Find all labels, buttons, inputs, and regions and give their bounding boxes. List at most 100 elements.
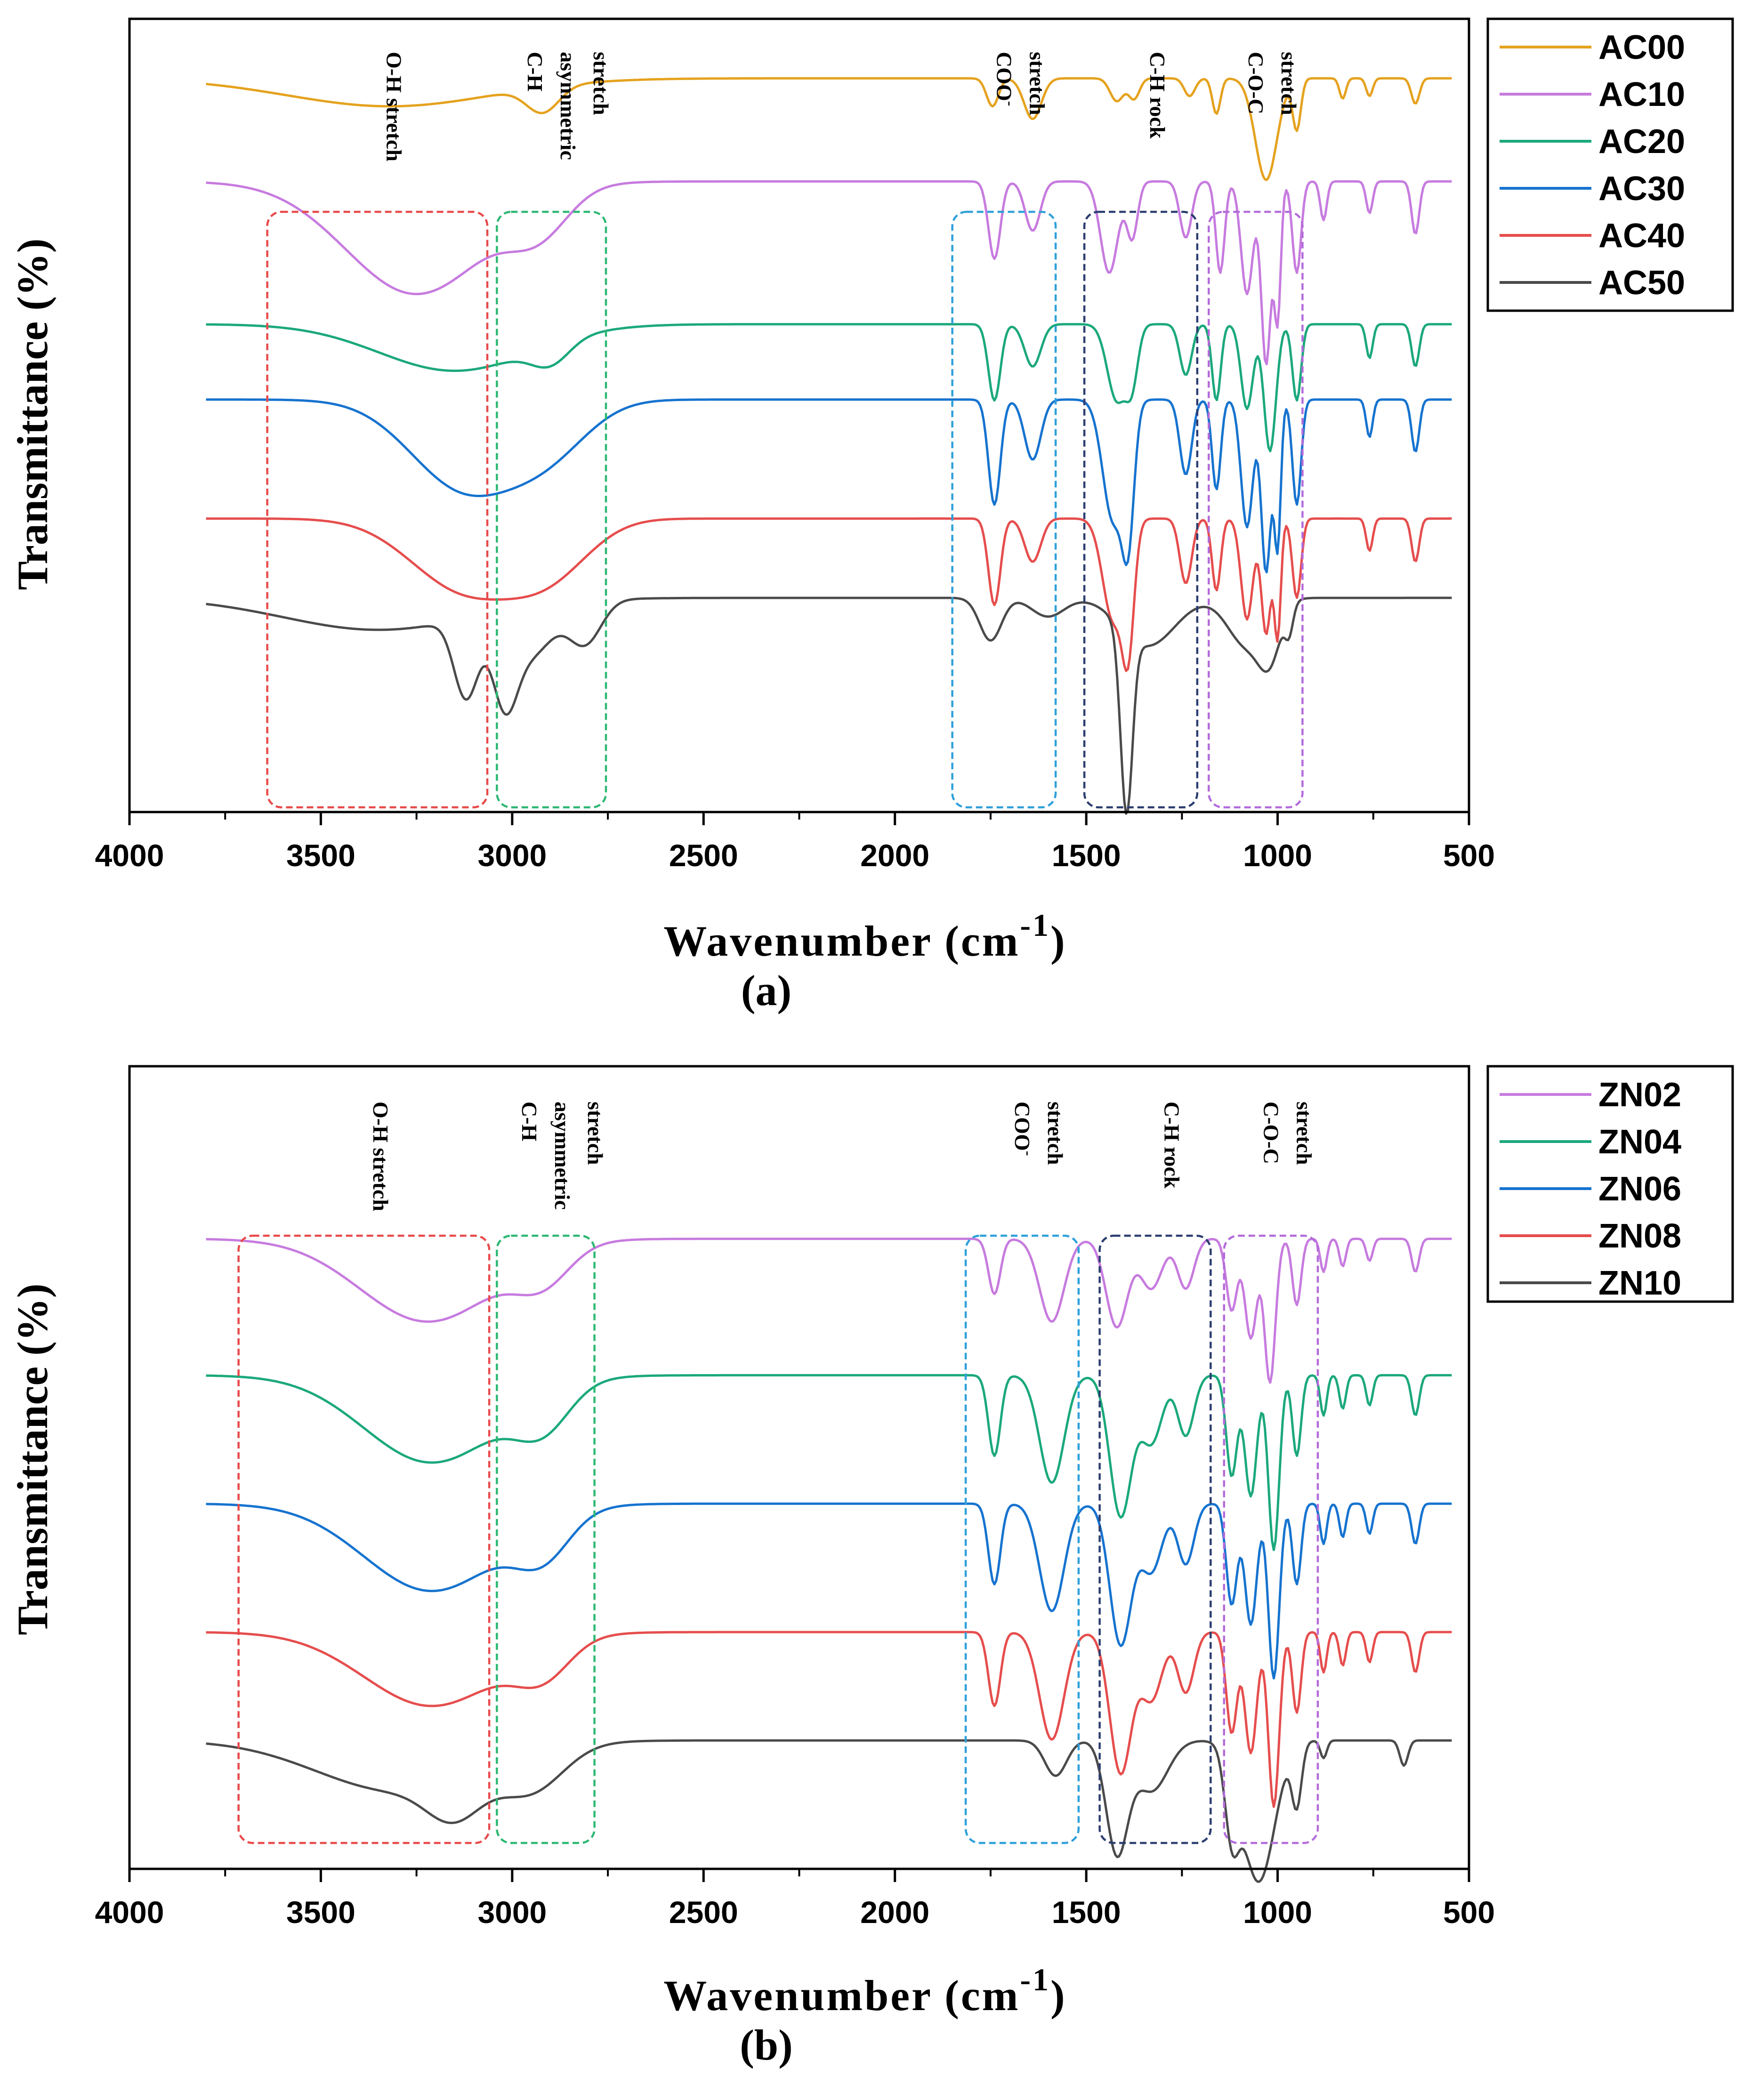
legend-item-ac10: AC10 [1500,76,1685,113]
annotation-label-text: C-H rock [1160,1102,1184,1189]
legend-item-ac30: AC30 [1500,170,1685,208]
annotation-label-text: COO [1010,1102,1034,1151]
annotation-box-coo-stretch [951,210,1057,809]
annotation-label-text: stretch [1043,1102,1067,1165]
series-line-ac20 [206,323,1452,452]
legend-label: ZN02 [1598,1076,1681,1114]
x-axis: 4000 3500 3000 2500 2000 1500 1000 500 [95,812,1495,873]
series-line-ac00 [206,77,1452,181]
annotation-label: C-H [517,1102,541,1142]
x-tick-label: 4000 [95,838,164,873]
annotation-label-text: stretch [1277,52,1301,115]
series-lines [206,77,1452,815]
x-tick-label: 3500 [286,1895,355,1930]
legend-label: ZN04 [1598,1123,1681,1161]
plot-frame [128,17,1470,813]
annotations: O-H stretch C-H asymmetric stretch COO-stret… [237,1102,1319,1844]
x-tick-label: 1500 [1052,838,1121,873]
annotation-label: COO- [992,52,1019,106]
annotation-box-c-o-c-stretch [1208,210,1304,809]
annotation-label-text: C-H rock [1146,52,1170,139]
series-lines [206,1238,1452,1883]
annotation-label-text: COO [992,52,1016,101]
chart-panel-a: O-H stretch C-H asymmetric stretch COO-stret… [8,17,1734,1014]
series-line-zn04 [206,1374,1452,1551]
annotation-label: C-H rock [1160,1102,1184,1189]
series-line-zn06 [206,1502,1452,1680]
x-tick-label: 4000 [95,1895,164,1930]
legend-label: ZN10 [1598,1264,1681,1302]
annotation-label: C-H rock [1146,52,1170,139]
annotation-label: asymmetric [550,1102,574,1210]
x-tick-label: 3000 [477,838,547,873]
annotation-label-text: O-H stretch [369,1102,393,1211]
annotation-box-c-h-rock [1098,1234,1212,1844]
annotation-label-text: stretch [1292,1102,1316,1165]
legend-label: AC40 [1598,217,1685,255]
x-tick-label: 1000 [1243,838,1312,873]
annotation-label: O-H stretch [382,52,406,161]
annotation-label: stretch [1292,1102,1316,1165]
annotation-box-coo-stretch [964,1234,1080,1844]
legend-label: AC20 [1598,123,1685,161]
x-axis-label: Wavenumber (cm-1) [663,907,1066,965]
annotation-label-text: stretch [583,1102,607,1165]
annotation-label-text: stretch [589,52,613,115]
x-axis-label-superscript: -1 [1020,1962,1050,1997]
chart-panel-b: O-H stretch C-H asymmetric stretch COO-stret… [8,1065,1734,2069]
legend-label: ZN08 [1598,1217,1681,1255]
annotation-label: COO- [1010,1102,1037,1156]
legend-frame [1486,1065,1734,1303]
legend-label: ZN06 [1598,1170,1681,1208]
panel-label: (b) [740,2021,792,2069]
annotation-box-c-o-c-stretch [1223,1234,1319,1844]
legend-item-ac40: AC40 [1500,217,1685,255]
annotation-label-text: C-O-C [1244,52,1268,114]
annotation-label: stretch [583,1102,607,1165]
annotation-box-o-h-stretch [237,1234,491,1844]
legend-item-ac00: AC00 [1500,29,1685,66]
x-axis-label-text: Wavenumber (cm [663,1971,1020,2020]
x-tick-label: 1000 [1243,1895,1312,1930]
annotation-box-c-h-asymmetric-stretch [496,210,607,809]
x-tick-label: 500 [1443,838,1495,873]
annotation-label-text: asymmetric [550,1102,574,1210]
series-line-zn08 [206,1631,1452,1808]
annotation-box-c-h-asymmetric-stretch [496,1234,596,1844]
annotation-label-text: O-H stretch [382,52,406,161]
x-tick-label: 2000 [860,838,929,873]
legend-frame [1486,17,1734,312]
legend-item-ac50: AC50 [1500,264,1685,302]
x-tick-label: 500 [1443,1895,1495,1930]
panel-label: (a) [741,966,791,1014]
x-axis-label-text: Wavenumber (cm [663,917,1020,965]
annotation-label: stretch [1277,52,1301,115]
y-axis-label: Transmittance (%) [8,239,56,590]
annotations: O-H stretch C-H asymmetric stretch COO-stret… [266,52,1304,809]
annotation-label: C-H [523,52,547,92]
series-line-ac10 [206,180,1452,366]
annotation-label-text: C-O-C [1259,1102,1283,1164]
annotation-label-text: C-H [523,52,547,92]
series-line-ac30 [206,398,1452,573]
x-tick-label: 2000 [860,1895,929,1930]
x-axis-label-close: ) [1050,1971,1067,2020]
legend-item-zn10: ZN10 [1500,1264,1681,1302]
legend-item-ac20: AC20 [1500,123,1685,161]
annotation-box-c-h-rock [1083,210,1199,809]
x-tick-label: 3000 [477,1895,547,1930]
annotation-label-superscript: - [1020,1151,1037,1156]
annotation-label: stretch [589,52,613,115]
annotation-label-superscript: - [1002,101,1019,106]
annotation-label: stretch [1025,52,1049,115]
annotation-label: asymmetric [556,52,580,160]
legend-label: AC00 [1598,29,1685,66]
series-line-zn02 [206,1238,1452,1384]
legend-item-zn02: ZN02 [1500,1076,1681,1114]
x-tick-label: 2500 [669,838,738,873]
annotation-box-o-h-stretch [266,210,489,809]
annotation-label: C-O-C [1244,52,1268,114]
legend-item-zn06: ZN06 [1500,1170,1681,1208]
x-axis-label-close: ) [1050,917,1067,965]
